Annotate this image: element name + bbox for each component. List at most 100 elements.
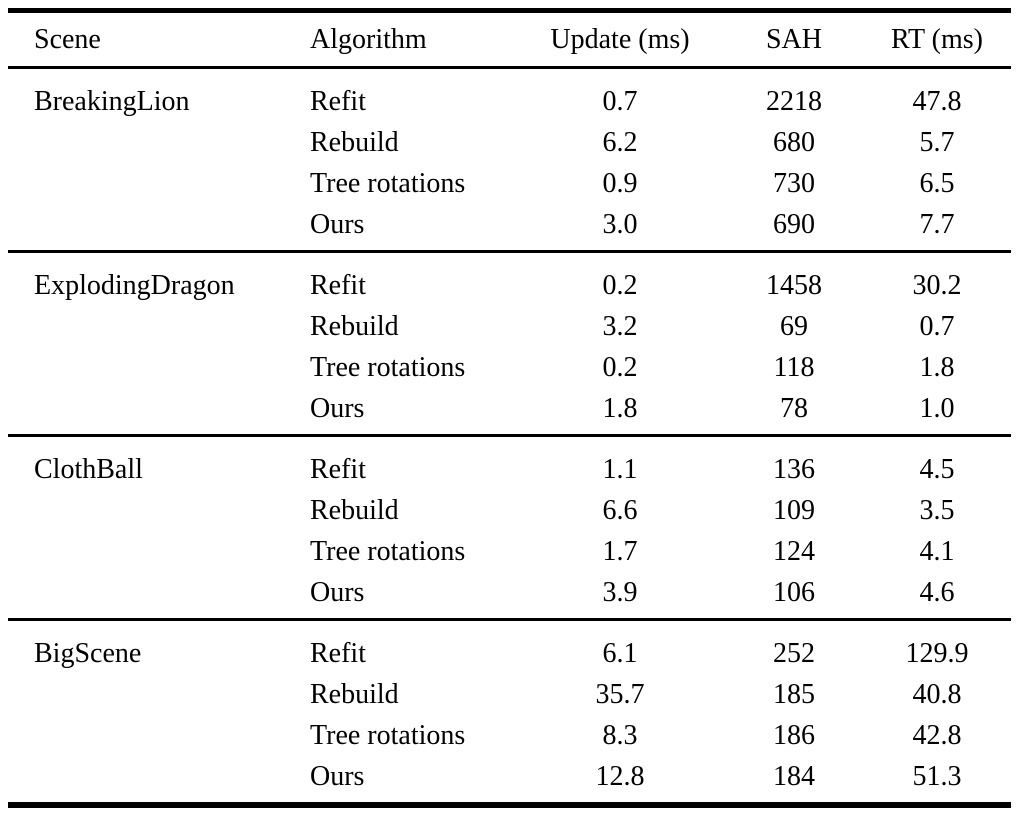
table-row: Tree rotations 1.7 124 4.1: [8, 531, 1011, 572]
scene-cell: [8, 715, 310, 756]
col-header-scene: Scene: [34, 24, 101, 55]
algorithm-cell: Refit: [310, 453, 366, 485]
rt-cell: 4.6: [919, 576, 955, 608]
update-cell: 3.2: [602, 310, 638, 342]
algorithm-cell: Rebuild: [310, 126, 399, 158]
rt-cell: 4.1: [919, 535, 955, 567]
algorithm-cell: Tree rotations: [310, 719, 466, 751]
rt-cell: 129.9: [905, 637, 969, 669]
algorithm-cell: Refit: [310, 269, 366, 301]
sah-cell: 730: [773, 167, 815, 199]
table-row: Ours 1.8 78 1.0: [8, 388, 1011, 436]
sah-cell: 1458: [766, 269, 822, 301]
sah-cell: 109: [773, 494, 815, 526]
scene-cell: [8, 163, 310, 204]
rt-cell: 42.8: [912, 719, 962, 751]
update-cell: 0.2: [602, 269, 638, 301]
rt-cell: 1.8: [919, 351, 955, 383]
scene-cell: [8, 204, 310, 252]
header-row: Scene Algorithm Update (ms) SAH RT (ms): [8, 10, 1011, 68]
scene-cell: [8, 531, 310, 572]
scene-cell: ExplodingDragon: [34, 269, 235, 301]
sah-cell: 106: [773, 576, 815, 608]
scene-cell: [8, 490, 310, 531]
update-cell: 8.3: [602, 719, 638, 751]
table-row: Ours 3.0 690 7.7: [8, 204, 1011, 252]
table-row: Tree rotations 8.3 186 42.8: [8, 715, 1011, 756]
algorithm-cell: Ours: [310, 576, 365, 608]
rt-cell: 7.7: [919, 208, 955, 240]
update-cell: 1.1: [602, 453, 638, 485]
rt-cell: 47.8: [912, 85, 962, 117]
update-cell: 0.2: [602, 351, 638, 383]
scene-cell: BreakingLion: [34, 85, 190, 117]
sah-cell: 184: [773, 760, 815, 792]
table-row: Tree rotations 0.2 118 1.8: [8, 347, 1011, 388]
update-cell: 6.1: [602, 637, 638, 669]
scene-cell: [8, 388, 310, 436]
rt-cell: 0.7: [919, 310, 955, 342]
sah-cell: 680: [773, 126, 815, 158]
sah-cell: 136: [773, 453, 815, 485]
table-row: Rebuild 35.7 185 40.8: [8, 674, 1011, 715]
algorithm-cell: Ours: [310, 208, 365, 240]
rt-cell: 51.3: [912, 760, 962, 792]
col-header-update-ms: Update (ms): [550, 24, 690, 55]
update-cell: 6.6: [602, 494, 638, 526]
scene-cell: [8, 306, 310, 347]
scene-cell: BigScene: [34, 637, 142, 669]
col-header-rt-ms: RT (ms): [891, 24, 983, 55]
sah-cell: 2218: [766, 85, 822, 117]
scene-cell: [8, 572, 310, 620]
scene-cell: [8, 674, 310, 715]
rt-cell: 6.5: [919, 167, 955, 199]
algorithm-cell: Tree rotations: [310, 535, 466, 567]
update-cell: 1.7: [602, 535, 638, 567]
table-row: Rebuild 3.2 69 0.7: [8, 306, 1011, 347]
algorithm-cell: Rebuild: [310, 494, 399, 526]
update-cell: 12.8: [595, 760, 645, 792]
algorithm-cell: Ours: [310, 760, 365, 792]
sah-cell: 78: [780, 392, 808, 424]
table-row: BreakingLion Refit 0.7 2218 47.8: [8, 68, 1011, 123]
rt-cell: 1.0: [919, 392, 955, 424]
col-header-sah: SAH: [765, 24, 822, 55]
scene-group: ClothBall Refit 1.1 136 4.5 Rebuild 6.6 109 3.5 T…: [8, 436, 1011, 620]
scene-group: BreakingLion Refit 0.7 2218 47.8 Rebuild 6.2 68…: [8, 68, 1011, 252]
scene-cell: [8, 347, 310, 388]
rt-cell: 3.5: [919, 494, 955, 526]
algorithm-cell: Refit: [310, 637, 366, 669]
sah-cell: 124: [773, 535, 815, 567]
col-header-algorithm: Algorithm: [310, 24, 427, 55]
table-row: ClothBall Refit 1.1 136 4.5: [8, 436, 1011, 491]
update-cell: 35.7: [595, 678, 645, 710]
table-row: ExplodingDragon Refit 0.2 1458 30.2: [8, 252, 1011, 307]
scene-group: BigScene Refit 6.1 252 129.9 Rebuild 35.7 185 40…: [8, 620, 1011, 805]
rt-cell: 4.5: [919, 453, 955, 485]
update-cell: 3.9: [602, 576, 638, 608]
algorithm-cell: Rebuild: [310, 678, 399, 710]
update-cell: 6.2: [602, 126, 638, 158]
update-cell: 3.0: [602, 208, 638, 240]
scene-group: ExplodingDragon Refit 0.2 1458 30.2 Rebuild 3.…: [8, 252, 1011, 436]
update-cell: 0.7: [602, 85, 638, 117]
algorithm-cell: Ours: [310, 392, 365, 424]
scene-cell: [8, 756, 310, 805]
algorithm-cell: Tree rotations: [310, 167, 466, 199]
rt-cell: 5.7: [919, 126, 955, 158]
sah-cell: 185: [773, 678, 815, 710]
sah-cell: 252: [773, 637, 815, 669]
table-row: BigScene Refit 6.1 252 129.9: [8, 620, 1011, 675]
algorithm-cell: Tree rotations: [310, 351, 466, 383]
results-table: Scene Algorithm Update (ms) SAH RT (ms) …: [8, 8, 1011, 808]
table-row: Rebuild 6.6 109 3.5: [8, 490, 1011, 531]
sah-cell: 118: [773, 351, 815, 383]
algorithm-cell: Refit: [310, 85, 366, 117]
table-row: Tree rotations 0.9 730 6.5: [8, 163, 1011, 204]
table-row: Rebuild 6.2 680 5.7: [8, 122, 1011, 163]
scene-cell: [8, 122, 310, 163]
scene-cell: ClothBall: [34, 453, 143, 485]
update-cell: 1.8: [602, 392, 638, 424]
table-row: Ours 12.8 184 51.3: [8, 756, 1011, 805]
algorithm-cell: Rebuild: [310, 310, 399, 342]
